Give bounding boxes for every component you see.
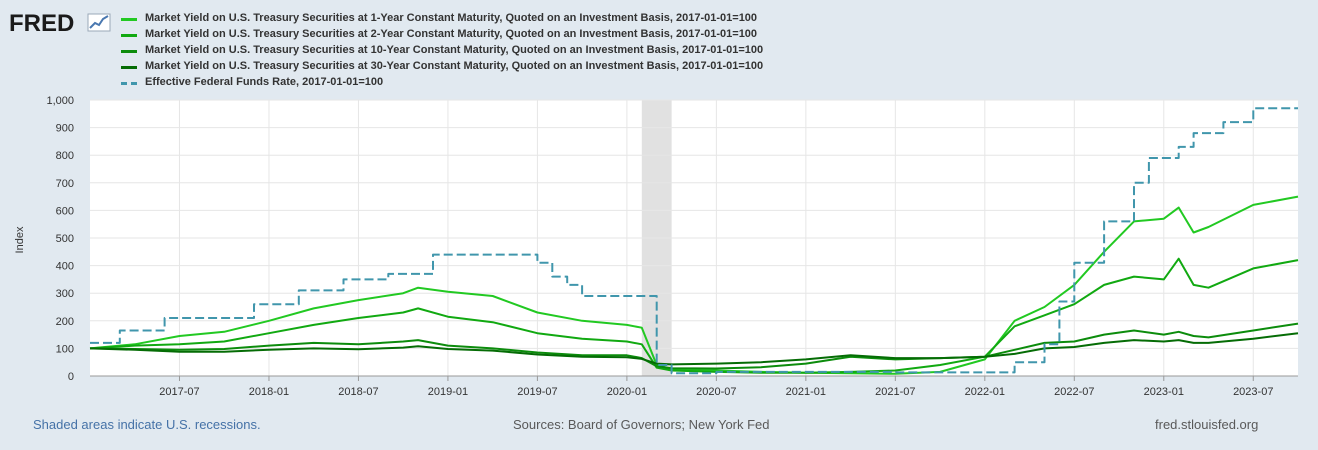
x-tick-label: 2021-01 (786, 386, 826, 398)
site-credit-link[interactable]: fred.stlouisfed.org (1155, 417, 1259, 432)
y-tick-label: 700 (56, 178, 74, 190)
y-tick-label: 1,000 (46, 95, 74, 107)
y-tick-label: 200 (56, 316, 74, 328)
y-tick-label: 400 (56, 261, 74, 273)
legend-label-fedfunds: Effective Federal Funds Rate, 2017-01-01… (145, 76, 384, 88)
legend-label-ust30y: Market Yield on U.S. Treasury Securities… (145, 60, 764, 72)
series-line-ust1y (89, 195, 1299, 375)
x-tick-label: 2019-07 (517, 386, 557, 398)
y-tick-label: 600 (56, 205, 74, 217)
legend-label-ust2y: Market Yield on U.S. Treasury Securities… (145, 28, 758, 40)
y-tick-label: 300 (56, 288, 74, 300)
trend-line-chart-icon (87, 13, 111, 32)
y-tick-label: 800 (56, 150, 74, 162)
sources-note: Sources: Board of Governors; New York Fe… (513, 417, 770, 432)
legend-swatch-ust2y (121, 34, 137, 37)
y-tick-label: 100 (56, 343, 74, 355)
y-axis-title: Index (14, 226, 26, 253)
legend-label-ust1y: Market Yield on U.S. Treasury Securities… (145, 12, 758, 24)
legend-swatch-ust10y (121, 50, 137, 53)
fred-logo-text: FRED (9, 10, 74, 35)
x-tick-label: 2020-01 (607, 386, 647, 398)
y-tick-label: 500 (56, 233, 74, 245)
x-tick-label: 2020-07 (696, 386, 736, 398)
x-tick-label: 2022-01 (965, 386, 1005, 398)
x-tick-label: 2021-07 (875, 386, 915, 398)
x-tick-label: 2018-07 (338, 386, 378, 398)
series-line-ust30y (89, 332, 1299, 366)
legend-swatch-ust30y (121, 66, 137, 69)
x-tick-label: 2018-01 (249, 386, 289, 398)
y-tick-label: 900 (56, 123, 74, 135)
line-chart: 0 100 200 300 400 500 600 700 800 900 1,000 2017-07… (14, 95, 1299, 398)
x-tick-label: 2023-07 (1233, 386, 1273, 398)
fred-logo[interactable]: FRED (8, 9, 112, 40)
legend-swatch-ust1y (121, 18, 137, 21)
x-tick-label: 2019-01 (428, 386, 468, 398)
x-tick-label: 2022-07 (1054, 386, 1094, 398)
series-line-fedfunds (90, 107, 1298, 375)
x-tick-label: 2023-01 (1144, 386, 1184, 398)
recession-note: Shaded areas indicate U.S. recessions. (33, 417, 261, 432)
series-line-ust10y (89, 322, 1299, 370)
x-tick-label: 2017-07 (159, 386, 199, 398)
y-tick-label: 0 (68, 371, 74, 383)
legend-swatch-fedfunds (121, 82, 137, 85)
legend-label-ust10y: Market Yield on U.S. Treasury Securities… (145, 44, 764, 56)
